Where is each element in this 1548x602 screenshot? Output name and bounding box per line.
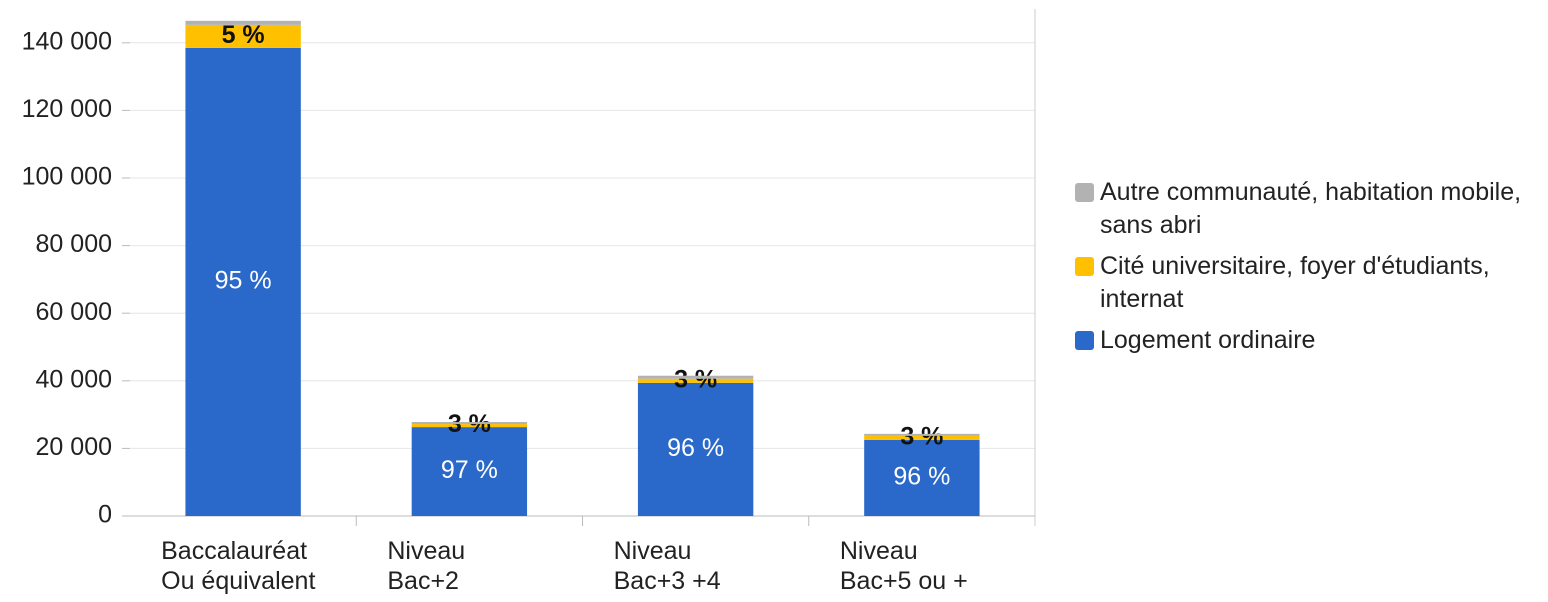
bar-segment	[864, 435, 980, 440]
legend-item: Cité universitaire, foyer d'étudiants, i…	[1075, 250, 1545, 316]
data-label: 3 %	[674, 365, 717, 393]
legend-swatch	[1075, 331, 1094, 350]
data-label: 96 %	[667, 434, 724, 462]
legend: Autre communauté, habitation mobile, san…	[1075, 176, 1545, 365]
data-label: 3 %	[900, 423, 943, 451]
data-label: 95 %	[215, 267, 272, 295]
legend-label: Cité universitaire, foyer d'étudiants, i…	[1100, 252, 1490, 313]
x-tick-label: Niveau Bac+2	[387, 537, 465, 595]
data-label: 3 %	[448, 410, 491, 438]
bar-segment	[185, 20, 301, 25]
bar-segment	[864, 439, 980, 516]
legend-item: Autre communauté, habitation mobile, san…	[1075, 176, 1545, 242]
x-tick-label: Niveau Bac+5 ou +	[840, 537, 968, 595]
x-tick-label: Niveau Bac+3 +4	[614, 537, 721, 595]
legend-swatch	[1075, 257, 1094, 276]
bar-segment	[185, 47, 301, 517]
y-tick-label: 0	[98, 501, 112, 529]
y-tick-label: 140 000	[22, 27, 112, 55]
legend-label: Autre communauté, habitation mobile, san…	[1100, 178, 1522, 239]
bar-segment	[185, 24, 301, 48]
y-tick-label: 80 000	[36, 230, 112, 258]
data-label: 96 %	[893, 463, 950, 491]
y-tick-label: 100 000	[22, 163, 112, 191]
bar-segment	[411, 427, 528, 516]
y-tick-label: 20 000	[36, 433, 112, 461]
legend-label: Logement ordinaire	[1100, 326, 1316, 354]
data-label: 5 %	[222, 21, 265, 49]
y-tick-label: 40 000	[36, 365, 112, 393]
bar-segment	[637, 382, 754, 516]
y-tick-label: 120 000	[22, 95, 112, 123]
bar-segment	[864, 433, 980, 436]
y-tick-label: 60 000	[36, 298, 112, 326]
legend-swatch	[1075, 183, 1094, 202]
bar-segment	[637, 375, 754, 379]
bar-segment	[637, 378, 754, 383]
bar-segment	[411, 424, 528, 428]
x-tick-label: Baccalauréat Ou équivalent	[161, 537, 315, 595]
bar-segment	[411, 422, 528, 425]
data-label: 97 %	[441, 456, 498, 484]
legend-item: Logement ordinaire	[1075, 324, 1545, 357]
